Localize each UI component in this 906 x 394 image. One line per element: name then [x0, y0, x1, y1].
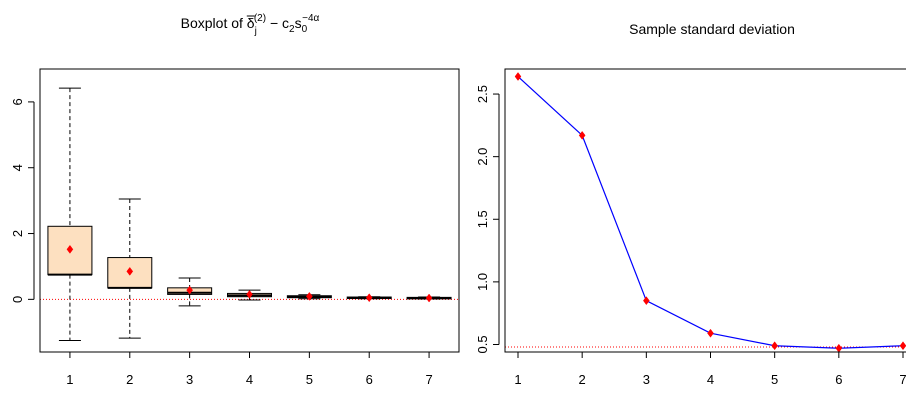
- mean-marker: [186, 285, 193, 295]
- mean-marker: [365, 293, 373, 303]
- x-tick-label: 6: [366, 372, 373, 387]
- box-5: [286, 291, 332, 301]
- sd-line-panel: Sample standard deviation 1 2 3 4 5 6 7 0.5 1.0 1…: [475, 21, 906, 387]
- mean-marker: [246, 289, 253, 299]
- y-tick-label: 2.5: [475, 85, 490, 103]
- sd-plot-frame: [504, 68, 906, 353]
- box-7: [406, 293, 452, 303]
- box-1: [47, 87, 93, 341]
- y-tick-label: 2.0: [475, 148, 490, 166]
- x-tick-label: 7: [425, 372, 432, 387]
- box-6: [346, 293, 392, 303]
- sd-series-line: [517, 76, 904, 349]
- y-tick-label: 1.0: [475, 273, 490, 291]
- sd-point-2: [578, 130, 586, 140]
- sd-chart-title: Sample standard deviation: [629, 21, 795, 37]
- x-tick-label: 5: [771, 372, 778, 387]
- boxplot-plot-frame: [39, 68, 460, 353]
- x-tick-label: 4: [707, 372, 714, 387]
- x-tick-label: 1: [514, 372, 521, 387]
- mean-marker: [306, 291, 313, 301]
- mean-marker: [425, 293, 433, 303]
- sd-point-5: [771, 341, 778, 351]
- sd-point-3: [643, 296, 650, 306]
- x-tick-label: 4: [246, 372, 253, 387]
- x-tick-label: 2: [126, 372, 133, 387]
- sd-point-6: [835, 343, 843, 353]
- y-tick-label: 2: [10, 230, 25, 237]
- y-tick-label: 0: [10, 296, 25, 303]
- sd-point-7: [899, 341, 906, 351]
- mean-marker: [66, 244, 74, 254]
- x-tick-label: 6: [835, 372, 842, 387]
- sd-point-1: [514, 72, 522, 81]
- x-tick-label: 7: [899, 372, 906, 387]
- y-tick-label: 6: [10, 98, 25, 105]
- x-tick-label: 3: [643, 372, 650, 387]
- box-4: [227, 289, 272, 301]
- boxplot-panel: Boxplot of δj(2) − c2s0−4α 1 2 3 4 5 6 7 0 2 4 6: [10, 13, 460, 387]
- box-3: [167, 277, 213, 307]
- x-tick-label: 1: [66, 372, 73, 387]
- y-tick-label: 4: [10, 164, 25, 171]
- box-2: [107, 198, 153, 339]
- x-tick-label: 5: [306, 372, 313, 387]
- y-tick-label: 0.5: [475, 335, 490, 353]
- y-tick-label: 1.5: [475, 210, 490, 228]
- boxplot-title: Boxplot of δj(2) − c2s0−4α: [181, 13, 320, 37]
- mean-marker: [126, 266, 134, 276]
- sd-point-4: [707, 328, 714, 338]
- x-tick-label: 2: [579, 372, 586, 387]
- x-tick-label: 3: [186, 372, 193, 387]
